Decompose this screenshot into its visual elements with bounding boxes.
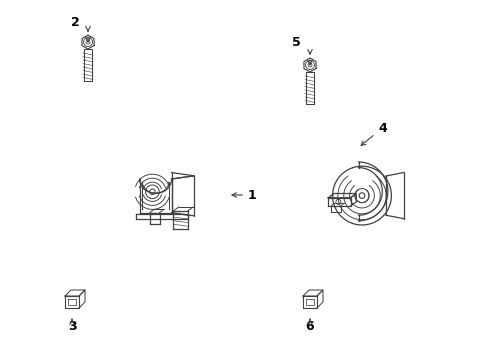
Text: 4: 4 xyxy=(361,122,387,145)
Text: 6: 6 xyxy=(306,320,314,333)
Text: 1: 1 xyxy=(232,189,257,202)
Text: 3: 3 xyxy=(68,320,76,333)
Text: 5: 5 xyxy=(292,36,300,49)
Text: 2: 2 xyxy=(71,15,79,28)
